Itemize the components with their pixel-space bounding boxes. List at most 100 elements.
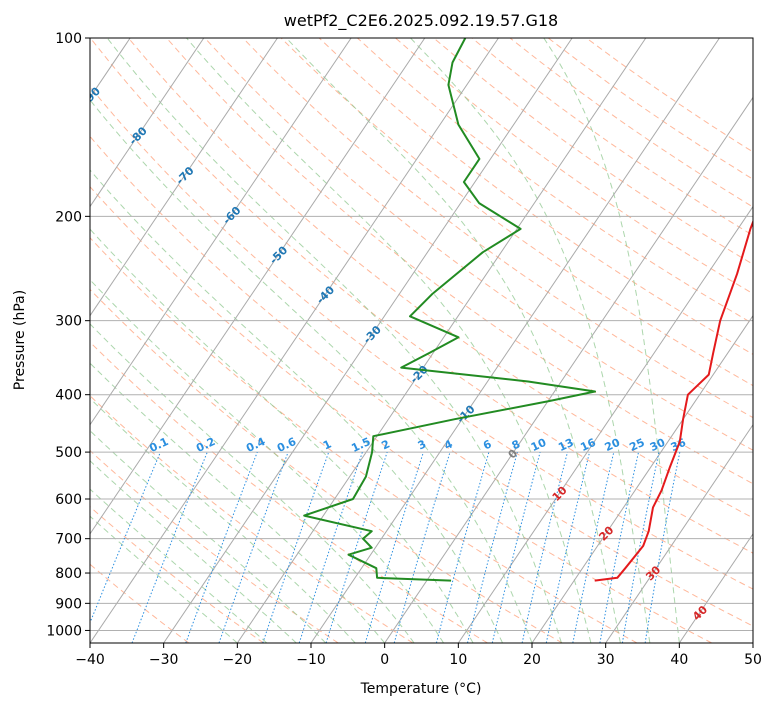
dry-adiabat-line <box>509 38 753 208</box>
mixing-ratio-line <box>90 451 161 624</box>
isotherm-label: -60 <box>220 204 243 227</box>
mixing-ratio-lines <box>90 451 681 643</box>
mixing-ratio-label: 13 <box>556 436 575 454</box>
chart-title: wetPf2_C2E6.2025.092.19.57.G18 <box>284 11 558 31</box>
isotherm-line <box>531 314 753 643</box>
y-tick-label: 600 <box>55 492 82 508</box>
isotherm-line <box>163 38 573 643</box>
dry-adiabat-line <box>90 395 414 643</box>
mixing-ratio-line <box>435 451 490 643</box>
isotherm-label: -10 <box>454 402 477 425</box>
isotherm-label: -50 <box>267 243 290 266</box>
y-tick-label: 300 <box>55 314 82 330</box>
mixing-ratio-label: 3 <box>416 437 428 452</box>
y-tick-label: 500 <box>55 445 82 461</box>
moist-adiabat-line <box>90 460 297 643</box>
isobars <box>90 38 753 631</box>
moist-adiabat-line <box>90 228 474 643</box>
isotherm-line <box>605 423 753 643</box>
y-tick-label: 700 <box>55 532 82 548</box>
dry-adiabat-line <box>90 236 638 643</box>
isotherm-label: 10 <box>550 484 570 504</box>
mixing-ratio-label: 4 <box>442 437 455 452</box>
isotherm-line <box>90 38 205 208</box>
dry-adiabat-line <box>318 38 753 355</box>
moist-adiabat-line <box>543 38 680 643</box>
isotherm-line <box>90 38 352 426</box>
mixing-ratio-line <box>393 451 451 643</box>
plot-frame <box>89 37 754 644</box>
isotherm-label: -80 <box>127 124 150 147</box>
x-tick-label: −10 <box>296 652 326 668</box>
y-tick-label: 900 <box>55 596 82 612</box>
y-tick-label: 200 <box>55 209 82 225</box>
dry-adiabat-line <box>90 86 753 590</box>
mixing-ratio-label: 25 <box>627 436 646 454</box>
temperature-profile <box>594 219 753 582</box>
dry-adiabat-line <box>128 38 753 519</box>
mixing-ratio-line <box>298 451 363 643</box>
dry-adiabat-line <box>90 563 190 643</box>
dry-adiabat-line <box>90 506 264 643</box>
sounding-series <box>303 38 753 582</box>
mixing-ratio-line <box>572 451 615 643</box>
mixing-ratio-line <box>262 451 330 643</box>
mixing-ratio-label: 30 <box>648 436 668 454</box>
isotherm-label: -40 <box>314 283 337 306</box>
mixing-ratio-line <box>364 451 424 643</box>
isotherm-label: -20 <box>408 363 431 386</box>
mixing-ratio-label: 1 <box>321 437 333 452</box>
dry-adiabat-line <box>90 449 339 643</box>
x-tick-label: 30 <box>597 652 615 668</box>
moist-adiabat-line <box>90 488 268 643</box>
x-tick-label: 40 <box>670 652 688 668</box>
isotherm-line <box>236 38 647 643</box>
isotherm-label: 40 <box>690 603 710 623</box>
moist-adiabat-line <box>90 362 386 643</box>
moist-adiabat-line <box>90 279 445 643</box>
moist-adiabat-line <box>106 38 562 643</box>
dry-adiabat-line <box>433 38 753 265</box>
moist-adiabat-line <box>186 38 592 643</box>
mixing-ratio-label: 16 <box>578 436 598 454</box>
isotherm-line <box>752 642 753 643</box>
isotherm-label: 30 <box>643 563 663 583</box>
x-axis: −40 −30 −20 −10 0 10 20 30 40 50 <box>75 643 762 668</box>
y-tick-label: 100 <box>55 31 82 47</box>
moist-adiabat-line <box>90 430 327 643</box>
isotherm-line <box>90 38 278 317</box>
y-axis: 100 200 300 400 500 600 700 800 900 1000 <box>46 31 90 639</box>
mixing-ratio-line <box>644 452 681 643</box>
mixing-ratio-line <box>545 451 591 643</box>
x-tick-label: −30 <box>149 652 179 668</box>
isotherm-line <box>384 96 753 643</box>
x-tick-label: 0 <box>380 652 389 668</box>
mixing-ratio-line <box>218 451 289 643</box>
isotherm-line <box>0 38 56 643</box>
moist-adiabat-line <box>90 515 238 643</box>
plot-area: -100-90-80-70-60-50-40-30-20-10010203040… <box>0 38 753 643</box>
isotherm-line <box>457 205 753 643</box>
x-tick-label: −20 <box>223 652 253 668</box>
moist-adiabat-line <box>90 323 415 643</box>
mixing-ratio-label: 6 <box>481 437 494 452</box>
dry-adiabat-line <box>242 38 753 419</box>
dry-adiabat-line <box>90 288 563 643</box>
isotherm-label: -70 <box>173 164 196 187</box>
dry-adiabat-line <box>280 38 753 387</box>
y-axis-label: Pressure (hPa) <box>12 290 28 390</box>
mixing-ratio-line <box>599 451 639 643</box>
dry-adiabat-line <box>90 135 753 627</box>
isotherm-line <box>90 38 499 643</box>
isotherm-line <box>90 38 426 535</box>
moist-adiabat-line <box>90 169 503 643</box>
x-tick-label: −40 <box>75 652 105 668</box>
isotherms <box>0 38 753 643</box>
mixing-ratio-label: 10 <box>529 436 549 454</box>
moist-adiabat-line <box>410 38 651 643</box>
mixing-ratio-line <box>467 451 518 643</box>
dry-adiabat-line <box>90 341 488 643</box>
mixing-ratio-line <box>491 451 541 643</box>
y-tick-label: 1000 <box>46 623 82 639</box>
